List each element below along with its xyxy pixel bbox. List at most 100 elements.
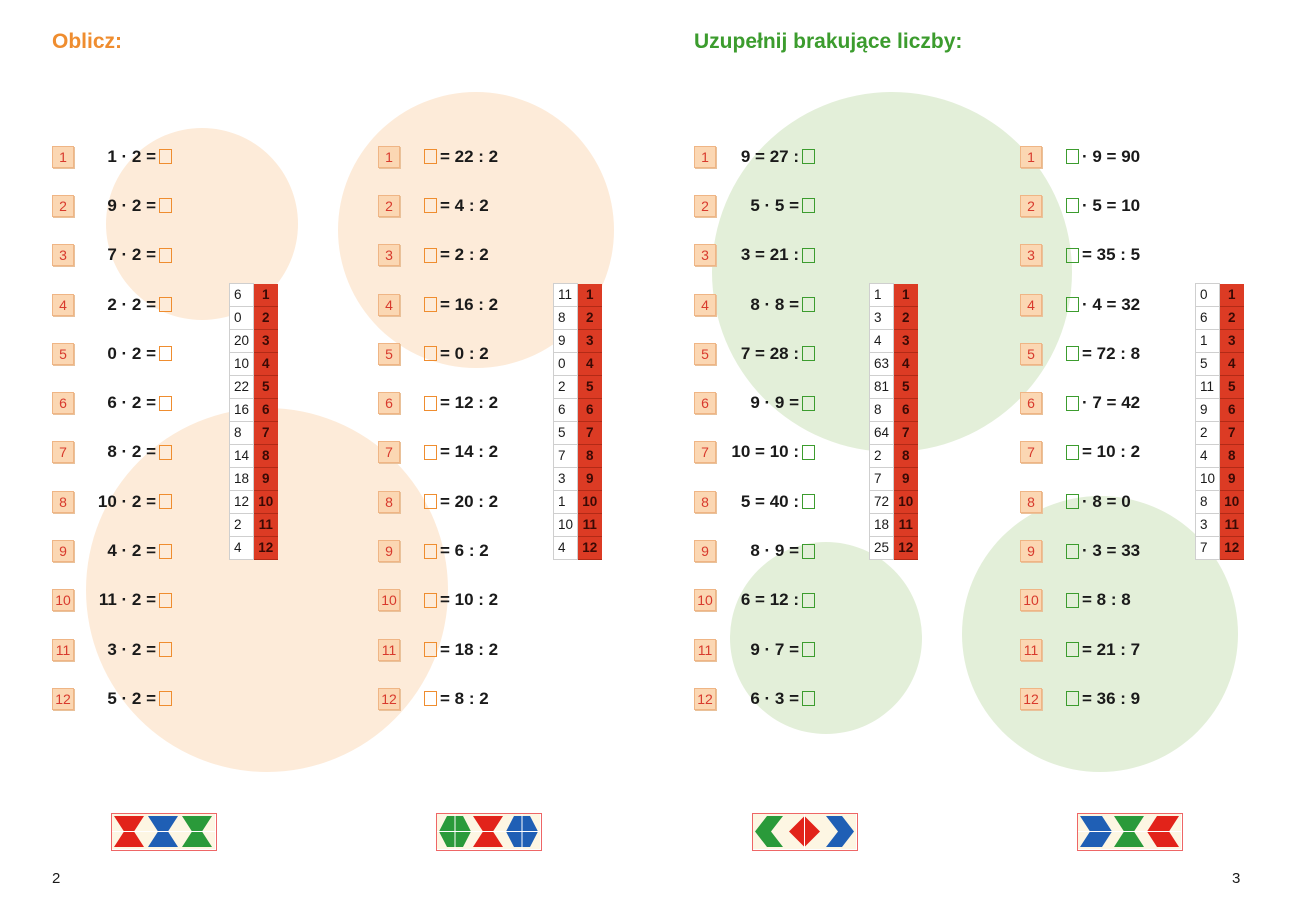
answer-box[interactable] (424, 346, 437, 362)
equation: = 10 : 2 (1066, 441, 1140, 463)
answer-box[interactable] (424, 247, 437, 263)
exercise-number-badge: 10 (1020, 589, 1042, 612)
answer-box[interactable] (159, 444, 172, 460)
equation-text: · 3 = 33 (1082, 541, 1141, 561)
equation-text: = 0 : 2 (440, 343, 489, 363)
answer-box[interactable] (159, 247, 172, 263)
equation: · 5 = 10 (1066, 195, 1140, 217)
answer-box[interactable] (802, 198, 815, 214)
exercise-number-badge: 1 (694, 145, 716, 168)
answer-box[interactable] (802, 149, 815, 165)
exercise-number-badge: 11 (694, 638, 716, 661)
answer-box[interactable] (159, 149, 172, 165)
exercise-row: 10 = 10 : 2 (378, 576, 613, 625)
equation: 1 · 2 = (107, 146, 172, 168)
equation: 10 · 2 = (98, 491, 172, 513)
answer-box[interactable] (424, 592, 437, 608)
answer-box[interactable] (1066, 346, 1079, 362)
answer-box[interactable] (1066, 444, 1079, 460)
answer-box[interactable] (1066, 395, 1079, 411)
exercise-number-badge: 9 (694, 540, 716, 563)
equation-text: · 7 = 42 (1082, 393, 1141, 413)
answer-box[interactable] (802, 444, 815, 460)
answer-box[interactable] (802, 494, 815, 510)
equation-text: 8 · 2 = (107, 442, 156, 462)
answer-box[interactable] (1066, 642, 1079, 658)
answer-box[interactable] (159, 297, 172, 313)
answer-key-value: 25 (869, 536, 894, 560)
equation: 7 = 28 : (741, 343, 815, 365)
equation: 8 · 9 = (750, 540, 815, 562)
answer-box[interactable] (159, 346, 172, 362)
answer-box[interactable] (1066, 691, 1079, 707)
answer-box[interactable] (159, 395, 172, 411)
answer-box[interactable] (424, 444, 437, 460)
exercise-row: 9 = 6 : 2 (378, 526, 613, 575)
equation: = 72 : 8 (1066, 343, 1140, 365)
answer-key-value: 2 (869, 444, 894, 468)
answer-box[interactable] (1066, 494, 1079, 510)
equation-text: 5 · 2 = (107, 688, 156, 708)
answer-key-value: 3 (1195, 513, 1220, 537)
answer-box[interactable] (1066, 592, 1079, 608)
answer-box[interactable] (159, 198, 172, 214)
answer-box[interactable] (159, 642, 172, 658)
answer-box[interactable] (159, 592, 172, 608)
answer-key-row: 3 11 (1195, 513, 1244, 537)
answer-box[interactable] (1066, 149, 1079, 165)
answer-key-row: 11 5 (1195, 375, 1244, 399)
answer-key-number: 11 (1219, 513, 1244, 537)
exercise-number-badge: 8 (694, 490, 716, 513)
answer-box[interactable] (1066, 247, 1079, 263)
answer-box[interactable] (802, 543, 815, 559)
answer-key-number: 8 (253, 444, 278, 468)
exercise-number-badge: 12 (378, 687, 400, 710)
answer-box[interactable] (802, 592, 815, 608)
answer-key-number: 9 (577, 467, 602, 491)
answer-box[interactable] (424, 691, 437, 707)
exercise-row: 5 7 = 28 : (694, 329, 929, 378)
answer-key-value: 16 (229, 398, 254, 422)
answer-box[interactable] (802, 247, 815, 263)
answer-key-row: 64 7 (869, 421, 918, 445)
answer-key-row: 4 12 (553, 536, 602, 560)
equation-text: = 2 : 2 (440, 245, 489, 265)
answer-key-row: 10 11 (553, 513, 602, 537)
answer-box[interactable] (802, 691, 815, 707)
exercise-row: 6 9 · 9 = (694, 378, 929, 427)
answer-box[interactable] (1066, 297, 1079, 313)
answer-box[interactable] (424, 198, 437, 214)
answer-box[interactable] (802, 395, 815, 411)
answer-box[interactable] (424, 642, 437, 658)
equation: 5 · 5 = (750, 195, 815, 217)
answer-box[interactable] (802, 642, 815, 658)
exercise-number-badge: 11 (52, 638, 74, 661)
answer-box[interactable] (802, 297, 815, 313)
answer-box[interactable] (424, 494, 437, 510)
equation-text: = 36 : 9 (1082, 688, 1141, 708)
answer-key-number: 12 (253, 536, 278, 560)
answer-box[interactable] (1066, 543, 1079, 559)
answer-key-value: 72 (869, 490, 894, 514)
answer-box[interactable] (802, 346, 815, 362)
answer-key-value: 0 (229, 306, 254, 330)
exercise-number-badge: 12 (52, 687, 74, 710)
answer-box[interactable] (424, 149, 437, 165)
answer-box[interactable] (159, 494, 172, 510)
answer-box[interactable] (424, 297, 437, 313)
equation-text: 6 · 2 = (107, 393, 156, 413)
answer-key-number: 6 (577, 398, 602, 422)
equation-text: 5 · 5 = (750, 195, 799, 215)
answer-key-value: 63 (869, 352, 894, 376)
page-title-left: Oblicz: (52, 30, 123, 53)
answer-box[interactable] (424, 543, 437, 559)
answer-key-value: 6 (553, 398, 578, 422)
answer-box[interactable] (424, 395, 437, 411)
answer-box[interactable] (159, 691, 172, 707)
equation: = 20 : 2 (424, 491, 498, 513)
answer-box[interactable] (1066, 198, 1079, 214)
answer-box[interactable] (159, 543, 172, 559)
